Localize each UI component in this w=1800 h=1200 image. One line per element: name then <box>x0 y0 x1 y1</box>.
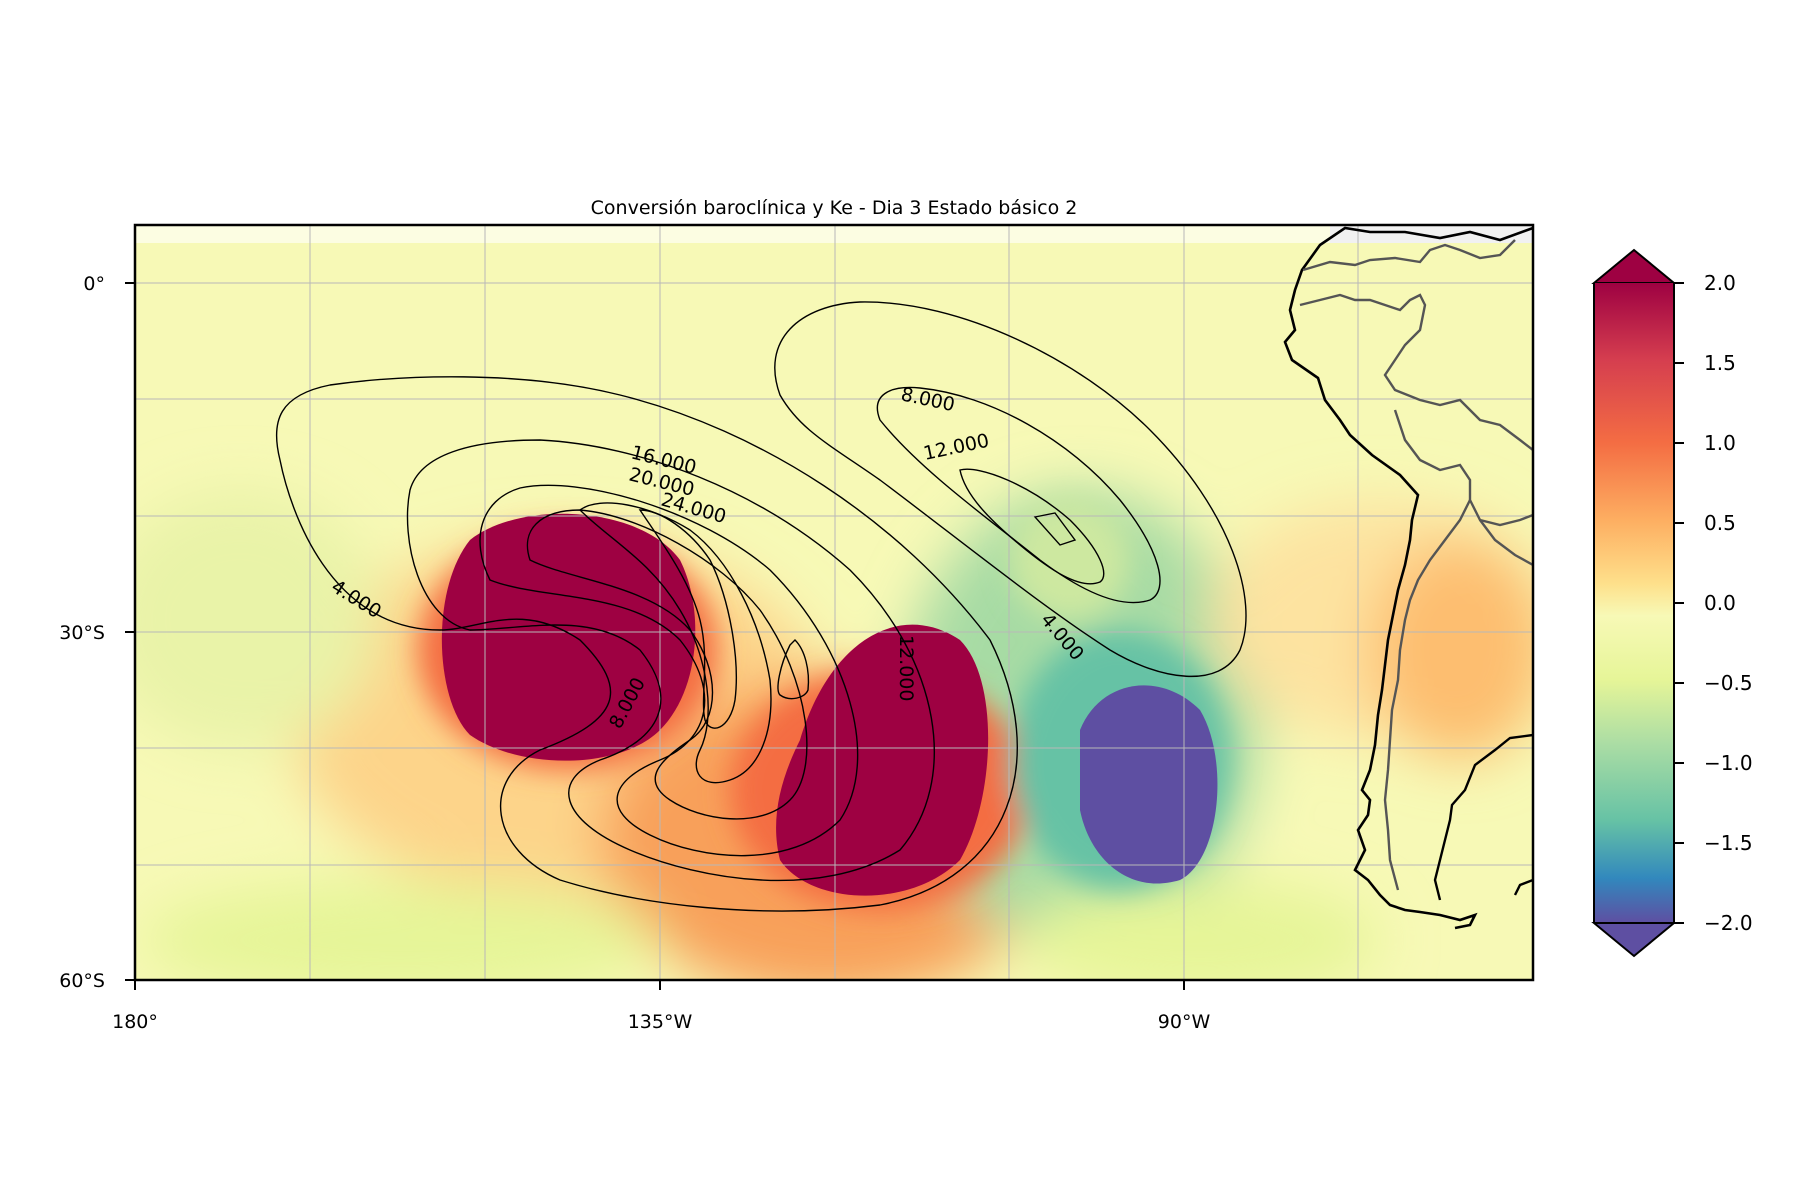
lat-tick-label: 30°S <box>59 622 105 644</box>
colorbar-tick-label: 1.5 <box>1704 351 1736 375</box>
colorbar-tick-label: −1.0 <box>1704 751 1753 775</box>
lat-tick-label: 0° <box>83 273 105 295</box>
lat-ticks <box>125 282 135 981</box>
colorbar-tick-label: −1.5 <box>1704 831 1753 855</box>
lon-tick-label: 180° <box>112 1011 158 1033</box>
colorbar: 2.0 1.5 1.0 0.5 0.0 −0.5 −1.0 −1.5 −2.0 <box>1591 248 1753 958</box>
lon-tick-label: 90°W <box>1158 1011 1211 1033</box>
colorbar-tick-label: 0.0 <box>1704 591 1736 615</box>
chart-title: Conversión baroclínica y Ke - Dia 3 Esta… <box>591 197 1078 219</box>
colorbar-tick-label: −0.5 <box>1704 671 1753 695</box>
lon-tick-label: 135°W <box>628 1011 693 1033</box>
colorbar-tick-label: 0.5 <box>1704 511 1736 535</box>
coastline <box>1283 226 1533 930</box>
contour-label: 12.000 <box>895 635 917 701</box>
ke-contours <box>275 301 1247 912</box>
lat-tick-label: 60°S <box>59 970 105 992</box>
shaded-field <box>135 225 1533 980</box>
gridlines <box>135 225 1533 980</box>
map-frame <box>133 223 1535 982</box>
colorbar-tick-label: 2.0 <box>1704 271 1736 295</box>
lon-ticks <box>134 980 1185 990</box>
colorbar-tick-label: 1.0 <box>1704 431 1736 455</box>
colorbar-tick-label: −2.0 <box>1704 911 1753 935</box>
